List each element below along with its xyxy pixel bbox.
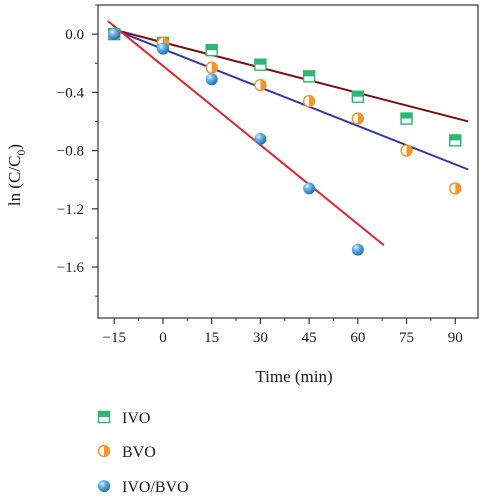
plot-border (97, 4, 479, 319)
fit-line-ivo (113, 28, 469, 123)
x-tick-label: −15 (103, 330, 126, 346)
y-axis-title-subscript: 0 (14, 150, 28, 156)
legend-item-ivo-bvo: IVO/BVO (98, 479, 189, 496)
marker-outline (449, 182, 462, 195)
data-point-ivo (351, 90, 365, 103)
marker-outline (205, 61, 218, 74)
data-point-ivo (449, 134, 462, 147)
fit-lines (107, 20, 469, 246)
legend-label: BVO (122, 444, 156, 461)
marker-outline (302, 94, 316, 108)
marker-sphere (156, 42, 169, 55)
x-tick-label: 60 (350, 330, 365, 346)
legend-marker (97, 444, 111, 458)
marker-outline (302, 70, 316, 83)
legend-label: IVO (122, 410, 150, 427)
y-tick-label: −0.8 (57, 144, 84, 160)
marker-sphere (303, 182, 316, 195)
marker-sphere (205, 73, 218, 86)
marker-outline (254, 58, 267, 71)
y-tick-label: −0.4 (57, 85, 85, 101)
y-axis-title: ln (C/C0) (5, 144, 28, 206)
data-point-ivo-bvo (156, 42, 169, 55)
marker-sphere (98, 480, 110, 492)
marker-outline (97, 444, 111, 458)
marker-sphere (351, 243, 364, 256)
data-point-bvo (302, 94, 316, 108)
data-point-bvo (449, 182, 462, 195)
data-point-ivo (254, 58, 267, 71)
fit-line-ivo-bvo (107, 20, 385, 246)
x-axis-ticks: −15 0 15 30 45 60 75 90 (103, 318, 463, 346)
y-tick-label: −1.2 (57, 202, 84, 218)
legend-item-bvo: BVO (97, 444, 156, 461)
data-point-bvo (254, 78, 267, 92)
marker-fill (303, 70, 315, 77)
data-point-ivo-bvo (351, 243, 364, 256)
data-markers (108, 27, 462, 256)
data-point-bvo (400, 144, 413, 157)
marker-outline (351, 112, 365, 125)
marker-fill (401, 113, 413, 119)
x-tick-label: 45 (302, 330, 317, 346)
marker-fill (449, 134, 461, 141)
legend-item-ivo: IVO (97, 410, 150, 427)
y-axis-title-close: ) (5, 144, 24, 150)
marker-outline (449, 134, 462, 147)
data-point-ivo-bvo (205, 73, 218, 86)
y-axis-ticks: 0.0 −0.4 −0.8 −1.2 −1.6 (57, 4, 98, 297)
marker-fill (254, 59, 266, 65)
x-tick-label: 15 (204, 330, 219, 346)
data-point-ivo-bvo (303, 182, 316, 195)
x-tick-label: 75 (399, 330, 414, 346)
legend: IVO BVO IVO/BVO (97, 410, 189, 496)
marker-fill (206, 44, 218, 51)
legend-label: IVO/BVO (122, 479, 189, 496)
legend-marker (97, 410, 111, 424)
y-tick-label: 0.0 (65, 27, 84, 43)
x-axis-title: Time (min) (255, 367, 332, 386)
y-axis-title-main: ln (C/C (5, 156, 24, 207)
data-point-ivo-bvo (254, 132, 267, 145)
marker-outline (400, 144, 413, 157)
x-tick-label: 90 (448, 330, 463, 346)
plot-frame (97, 4, 479, 319)
marker-outline (254, 78, 267, 92)
data-point-ivo (302, 70, 316, 83)
marker-sphere (108, 28, 121, 41)
data-point-bvo (351, 112, 365, 125)
x-tick-label: 0 (159, 330, 167, 346)
marker-outline (351, 90, 365, 103)
data-point-ivo (205, 43, 218, 57)
data-point-ivo-bvo (108, 28, 121, 41)
data-point-ivo (400, 112, 413, 125)
marker-outline (205, 43, 218, 57)
marker-outline (400, 112, 413, 125)
x-tick-label: 30 (253, 330, 268, 346)
marker-sphere (254, 132, 267, 145)
marker-fill (98, 411, 110, 417)
marker-outline (97, 410, 111, 424)
data-point-bvo (205, 61, 218, 74)
y-tick-label: −1.6 (57, 260, 85, 276)
marker-fill (352, 91, 364, 97)
legend-marker (98, 480, 110, 492)
